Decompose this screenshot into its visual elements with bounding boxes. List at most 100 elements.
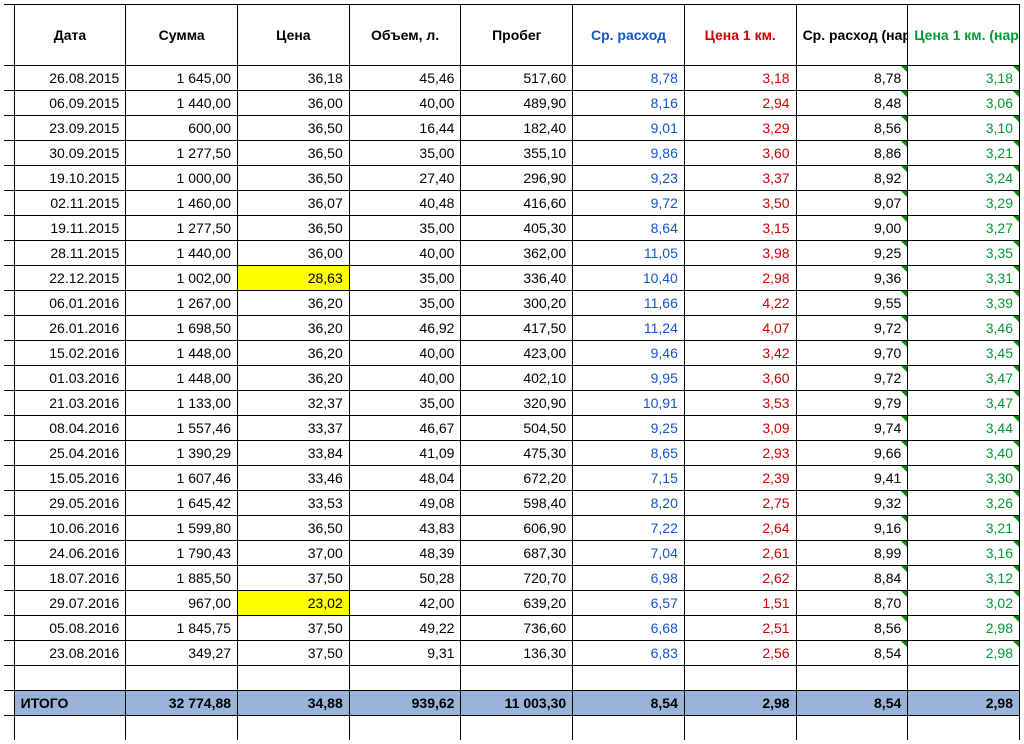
cell-price-per-km-cum[interactable]: 3,30 [908,466,1020,491]
table-row[interactable]: 10.06.20161 599,8036,5043,83606,907,222,… [4,516,1020,541]
cell-avg-consumption[interactable]: 9,46 [573,341,685,366]
cell-price-per-km[interactable]: 2,75 [684,491,796,516]
table-row[interactable]: 01.03.20161 448,0036,2040,00402,109,953,… [4,366,1020,391]
cell-avg-consumption[interactable]: 11,66 [573,291,685,316]
cell-mileage[interactable]: 405,30 [461,216,573,241]
cell-price-per-km[interactable]: 4,22 [684,291,796,316]
cell-price-per-km-cum[interactable]: 3,24 [908,166,1020,191]
cell-price[interactable]: 33,46 [238,466,350,491]
table-row[interactable]: 19.11.20151 277,5036,5035,00405,308,643,… [4,216,1020,241]
cell-price-per-km[interactable]: 4,07 [684,316,796,341]
cell-date[interactable]: 10.06.2016 [14,516,126,541]
cell-mileage[interactable]: 672,20 [461,466,573,491]
cell-avg-consumption[interactable]: 9,23 [573,166,685,191]
cell-date[interactable]: 26.08.2015 [14,66,126,91]
cell-price[interactable]: 36,18 [238,66,350,91]
cell-sum[interactable]: 1 267,00 [126,291,238,316]
table-row[interactable]: 30.09.20151 277,5036,5035,00355,109,863,… [4,141,1020,166]
cell-price[interactable]: 36,50 [238,166,350,191]
cell-price-per-km[interactable]: 2,62 [684,566,796,591]
cell-price-per-km[interactable]: 3,98 [684,241,796,266]
cell-mileage[interactable]: 423,00 [461,341,573,366]
cell-price-per-km-cum[interactable]: 2,98 [908,616,1020,641]
cell-price-per-km[interactable]: 3,50 [684,191,796,216]
cell-volume[interactable]: 43,83 [349,516,461,541]
cell-price[interactable]: 36,20 [238,316,350,341]
table-row[interactable]: 18.07.20161 885,5037,5050,28720,706,982,… [4,566,1020,591]
cell-avg-consumption[interactable]: 10,40 [573,266,685,291]
cell-mileage[interactable]: 639,20 [461,591,573,616]
cell-volume[interactable]: 27,40 [349,166,461,191]
cell-avg-consumption[interactable]: 8,78 [573,66,685,91]
cell-avg-consumption-cum[interactable]: 9,36 [796,266,908,291]
cell-avg-consumption[interactable]: 9,25 [573,416,685,441]
cell-avg-consumption[interactable]: 6,68 [573,616,685,641]
cell-sum[interactable]: 600,00 [126,116,238,141]
cell-sum[interactable]: 1 390,29 [126,441,238,466]
cell-price-per-km[interactable]: 3,42 [684,341,796,366]
cell-sum[interactable]: 1 460,00 [126,191,238,216]
cell-avg-consumption[interactable]: 8,20 [573,491,685,516]
cell-mileage[interactable]: 417,50 [461,316,573,341]
cell-sum[interactable]: 1 277,50 [126,216,238,241]
cell-avg-consumption-cum[interactable]: 8,56 [796,616,908,641]
table-row[interactable]: 06.01.20161 267,0036,2035,00300,2011,664… [4,291,1020,316]
cell-date[interactable]: 26.01.2016 [14,316,126,341]
cell-volume[interactable]: 49,08 [349,491,461,516]
cell-price-per-km[interactable]: 2,39 [684,466,796,491]
cell-sum[interactable]: 1 002,00 [126,266,238,291]
cell-mileage[interactable]: 320,90 [461,391,573,416]
cell-avg-consumption[interactable]: 8,65 [573,441,685,466]
cell-volume[interactable]: 35,00 [349,266,461,291]
cell-sum[interactable]: 1 885,50 [126,566,238,591]
cell-volume[interactable]: 48,04 [349,466,461,491]
cell-price[interactable]: 36,00 [238,241,350,266]
total-price-per-km[interactable]: 2,98 [684,691,796,716]
cell-price[interactable]: 23,02 [238,591,350,616]
cell-price-per-km[interactable]: 2,64 [684,516,796,541]
cell-price-per-km-cum[interactable]: 3,18 [908,66,1020,91]
cell-mileage[interactable]: 336,40 [461,266,573,291]
cell-avg-consumption[interactable]: 8,16 [573,91,685,116]
cell-sum[interactable]: 1 790,43 [126,541,238,566]
total-price-per-km-cum[interactable]: 2,98 [908,691,1020,716]
cell-price-per-km[interactable]: 3,53 [684,391,796,416]
table-row[interactable]: 15.05.20161 607,4633,4648,04672,207,152,… [4,466,1020,491]
cell-sum[interactable]: 1 845,75 [126,616,238,641]
cell-date[interactable]: 28.11.2015 [14,241,126,266]
table-row[interactable]: 15.02.20161 448,0036,2040,00423,009,463,… [4,341,1020,366]
cell-date[interactable]: 06.09.2015 [14,91,126,116]
cell-mileage[interactable]: 736,60 [461,616,573,641]
cell-date[interactable]: 23.09.2015 [14,116,126,141]
table-row[interactable]: 24.06.20161 790,4337,0048,39687,307,042,… [4,541,1020,566]
cell-volume[interactable]: 41,09 [349,441,461,466]
cell-mileage[interactable]: 402,10 [461,366,573,391]
cell-mileage[interactable]: 355,10 [461,141,573,166]
cell-price-per-km[interactable]: 2,93 [684,441,796,466]
total-label[interactable]: ИТОГО [14,691,126,716]
cell-avg-consumption-cum[interactable]: 9,72 [796,316,908,341]
cell-price-per-km-cum[interactable]: 3,39 [908,291,1020,316]
cell-sum[interactable]: 1 133,00 [126,391,238,416]
cell-volume[interactable]: 9,31 [349,641,461,666]
table-row[interactable]: 29.07.2016967,0023,0242,00639,206,571,51… [4,591,1020,616]
cell-price-per-km-cum[interactable]: 3,12 [908,566,1020,591]
cell-sum[interactable]: 1 557,46 [126,416,238,441]
cell-date[interactable]: 25.04.2016 [14,441,126,466]
cell-price-per-km[interactable]: 3,09 [684,416,796,441]
cell-avg-consumption[interactable]: 11,24 [573,316,685,341]
cell-price[interactable]: 37,50 [238,566,350,591]
cell-price-per-km-cum[interactable]: 2,98 [908,641,1020,666]
cell-sum[interactable]: 1 645,42 [126,491,238,516]
cell-mileage[interactable]: 362,00 [461,241,573,266]
table-row[interactable]: 08.04.20161 557,4633,3746,67504,509,253,… [4,416,1020,441]
cell-price-per-km-cum[interactable]: 3,27 [908,216,1020,241]
cell-date[interactable]: 15.05.2016 [14,466,126,491]
cell-price[interactable]: 28,63 [238,266,350,291]
cell-date[interactable]: 24.06.2016 [14,541,126,566]
table-row[interactable]: 23.09.2015600,0036,5016,44182,409,013,29… [4,116,1020,141]
total-price[interactable]: 34,88 [238,691,350,716]
cell-price-per-km[interactable]: 2,61 [684,541,796,566]
cell-mileage[interactable]: 598,40 [461,491,573,516]
cell-date[interactable]: 08.04.2016 [14,416,126,441]
